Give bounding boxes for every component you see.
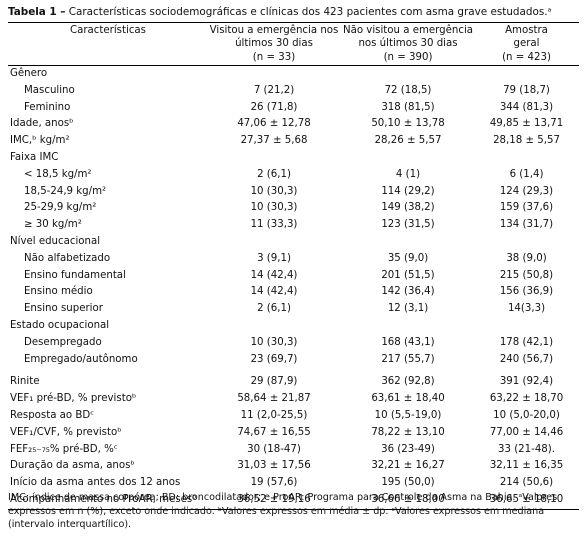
col-header-visited-2: últimos 30 dias (235, 38, 313, 49)
section-row-faixa: Faixa IMC (8, 150, 579, 167)
n-sample: (n = 423) (474, 50, 579, 66)
table-label: Tabela 1 – (8, 6, 66, 18)
section-label: Nível educacional (10, 235, 101, 247)
data-table: Características Visitou a emergência nos… (8, 24, 579, 510)
table-row: Acompanhamento no ProAR, mesesᵇ 36,52 ± 1… (8, 491, 579, 510)
header-row-2: últimos 30 dias nos últimos 30 dias gera… (8, 37, 579, 50)
table-row: 18,5-24,9 kg/m² 10 (30,3) 114 (29,2) 124 (2… (24, 185, 554, 197)
col-header-sample-2: geral (513, 38, 540, 49)
section-row-genero: Gênero (8, 66, 579, 83)
table-row: Masculino 7 (21,2) 72 (18,5) 79 (18,7) (24, 84, 550, 96)
section-row-estado: Estado ocupacional (8, 318, 579, 335)
table-row: Ensino médio 14 (42,4) 142 (36,4) 156 (36,9… (24, 286, 554, 298)
col-header-visited-1: Visitou a emergência nos (209, 25, 339, 36)
col-header-not-visited-1: Não visitou a emergência (342, 25, 474, 36)
table-row: FEF₂₅₋₇₅% pré-BD, %ᶜ 30 (18-47) 36 (23-49)… (10, 443, 555, 455)
col-header-not-visited-2: nos últimos 30 dias (358, 38, 458, 49)
table-title: Características sociodemográficas e clín… (65, 6, 552, 18)
table-row: VEF₁ pré-BD, % previstoᵇ 58,64 ± 21,87 63,… (10, 393, 564, 405)
n-not-visited: (n = 390) (342, 50, 474, 66)
table-row: 25-29,9 kg/m² 10 (30,3) 149 (38,2) 159 (37,… (24, 202, 554, 214)
table-footnote: IMC: índice de massa corpórea; BD: bronc… (8, 492, 558, 530)
table-row: ≥ 30 kg/m² 11 (33,3) 123 (31,5) 134 (31,7) (24, 219, 554, 231)
table-row: Desempregado 10 (30,3) 168 (43,1) 178 (42,1… (24, 336, 554, 348)
section-row-nivel: Nível educacional (8, 234, 579, 251)
table-row: < 18,5 kg/m² 2 (6,1) 4 (1) 6 (1,4) (24, 168, 544, 180)
table-row: Ensino fundamental 14 (42,4) 201 (51,5) 215… (24, 269, 554, 281)
section-label: Estado ocupacional (10, 319, 110, 331)
n-visited: (n = 33) (206, 50, 342, 66)
table-row: Rinite 29 (87,9) 362 (92,8) 391 (92,4) (10, 376, 554, 388)
col-header-characteristics: Características (70, 25, 146, 36)
section-label: Gênero (10, 68, 48, 79)
table-row: IMC,ᵇ kg/m² 27,37 ± 5,68 28,26 ± 5,57 28,18… (10, 135, 560, 147)
header-row-1: Características Visitou a emergência nos… (8, 24, 579, 37)
table-row: VEF₁/CVF, % previstoᵇ 74,67 ± 16,55 78,22 … (10, 426, 564, 438)
table-row: Duração da asma, anosᵇ 31,03 ± 17,56 32,21… (10, 460, 564, 472)
table-row: Idade, anosᵇ 47,06 ± 12,78 50,10 ± 13,78 49… (10, 118, 564, 130)
header-row-n: (n = 33) (n = 390) (n = 423) (8, 50, 579, 66)
top-rule (8, 22, 579, 23)
table-row: Empregado/autônomo 23 (69,7) 217 (55,7) 240… (24, 353, 554, 365)
table-row: Resposta ao BDᶜ 11 (2,0-25,5) 10 (5,5-19,0… (10, 409, 560, 421)
section-label: Faixa IMC (10, 151, 59, 163)
table-row: Não alfabetizado 3 (9,1) 35 (9,0) 38 (9,0) (24, 252, 547, 264)
table-row: Início da asma antes dos 12 anos 19 (57,6… (10, 477, 554, 489)
table-row: Feminino 26 (71,8) 318 (81,5) 344 (81,3) (24, 101, 554, 113)
col-header-sample-1: Amostra (505, 25, 548, 36)
table-row: Ensino superior 2 (6,1) 12 (3,1) 14(3,3) (24, 303, 546, 315)
table-caption: Tabela 1 – Características sociodemográf… (8, 6, 580, 18)
